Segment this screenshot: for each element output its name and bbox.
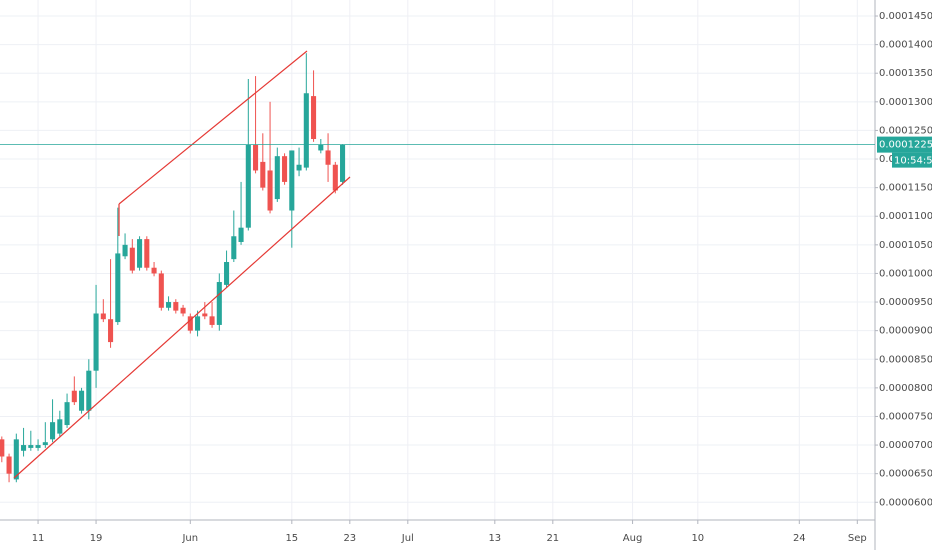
candle-body: [274, 156, 280, 200]
candle-body: [86, 370, 92, 411]
candle-body: [238, 227, 244, 242]
axis-labels: 0.000060000 0.000065000 0.000070000 0.00007…: [0, 11, 932, 544]
candle-body: [79, 390, 85, 411]
x-tick-label: 24: [793, 533, 806, 544]
candle-body: [187, 316, 193, 331]
y-tick-label: 0.000095000: [879, 297, 932, 308]
candle-body: [253, 144, 259, 171]
x-tick-label: 21: [546, 533, 559, 544]
candle-body: [231, 236, 237, 260]
countdown-label: 10:54:58: [894, 156, 932, 167]
candle-body: [245, 144, 251, 228]
y-tick-label: 0.000125000: [879, 125, 932, 136]
y-tick-label: 0.000075000: [879, 411, 932, 422]
candle-body: [173, 302, 179, 311]
candle-body: [340, 144, 346, 182]
candle-body: [122, 244, 128, 257]
y-tick-label: 0.000065000: [879, 469, 932, 480]
y-tick-label: 0.000080000: [879, 383, 932, 394]
candle-body: [57, 419, 63, 434]
candle-body: [71, 390, 77, 403]
candle-body: [144, 239, 150, 268]
candle-body: [303, 93, 309, 168]
y-tick-label: 0.000115000: [879, 183, 932, 194]
candle-body: [216, 282, 222, 325]
x-tick-label: 23: [343, 533, 356, 544]
candle-body: [0, 439, 5, 457]
candles: [0, 53, 346, 483]
candle-body: [318, 144, 324, 151]
y-tick-label: 0.000135000: [879, 68, 932, 79]
candle-body: [224, 262, 230, 285]
candle-body: [21, 445, 27, 451]
candle-body: [151, 267, 157, 274]
candle-body: [42, 442, 48, 446]
candle-body: [282, 156, 288, 182]
candle-body: [202, 313, 208, 317]
y-tick-label: 0.000105000: [879, 240, 932, 251]
y-tick-label: 0.000070000: [879, 440, 932, 451]
candle-body: [325, 150, 331, 165]
candle-body: [93, 313, 99, 371]
candle-body: [195, 316, 201, 331]
candle-body: [166, 302, 172, 308]
candle-body: [50, 422, 56, 440]
x-tick-label: 19: [90, 533, 103, 544]
candle-body: [13, 439, 19, 480]
x-tick-label: Jun: [181, 533, 198, 544]
channel-drawing: [13, 50, 351, 479]
channel-lower: [13, 176, 351, 479]
y-tick-label: 0.000060000: [879, 497, 932, 508]
candle-body: [35, 445, 41, 448]
x-tick-label: Sep: [848, 533, 867, 544]
candle-body: [28, 445, 34, 448]
y-tick-label: 0.000140000: [879, 40, 932, 51]
candle-body: [289, 150, 295, 211]
y-tick-label: 0.000130000: [879, 97, 932, 108]
y-tick-label: 0.000100000: [879, 268, 932, 279]
candle-body: [115, 253, 121, 323]
candle-body: [64, 402, 70, 426]
y-tick-label: 0.000145000: [879, 11, 932, 22]
last-price-box: [877, 136, 932, 153]
candle-body: [137, 239, 143, 268]
candle-body: [6, 456, 12, 474]
x-tick-label: 15: [285, 533, 298, 544]
x-tick-label: 11: [32, 533, 45, 544]
candle-body: [209, 316, 215, 325]
candle-body: [100, 313, 106, 320]
candle-body: [260, 161, 266, 188]
channel-upper: [118, 50, 308, 205]
x-tick-label: 13: [488, 533, 501, 544]
candle-body: [267, 170, 273, 211]
candle-body: [129, 247, 135, 271]
last-price-label: 0.000122520: [879, 140, 932, 151]
candle-body: [296, 164, 302, 171]
candle-body: [108, 319, 114, 343]
x-tick-label: Jul: [401, 533, 414, 544]
countdown-box: [892, 152, 932, 168]
candle-body: [332, 164, 338, 191]
x-tick-label: Aug: [623, 533, 643, 544]
y-tick-label: 0.000090000: [879, 326, 932, 337]
y-tick-label: 0.000110000: [879, 211, 932, 222]
candle-body: [158, 273, 164, 308]
candle-body: [180, 307, 186, 314]
x-tick-label: 10: [691, 533, 704, 544]
y-tick-label: 0.000085000: [879, 354, 932, 365]
candle-body: [311, 96, 317, 140]
